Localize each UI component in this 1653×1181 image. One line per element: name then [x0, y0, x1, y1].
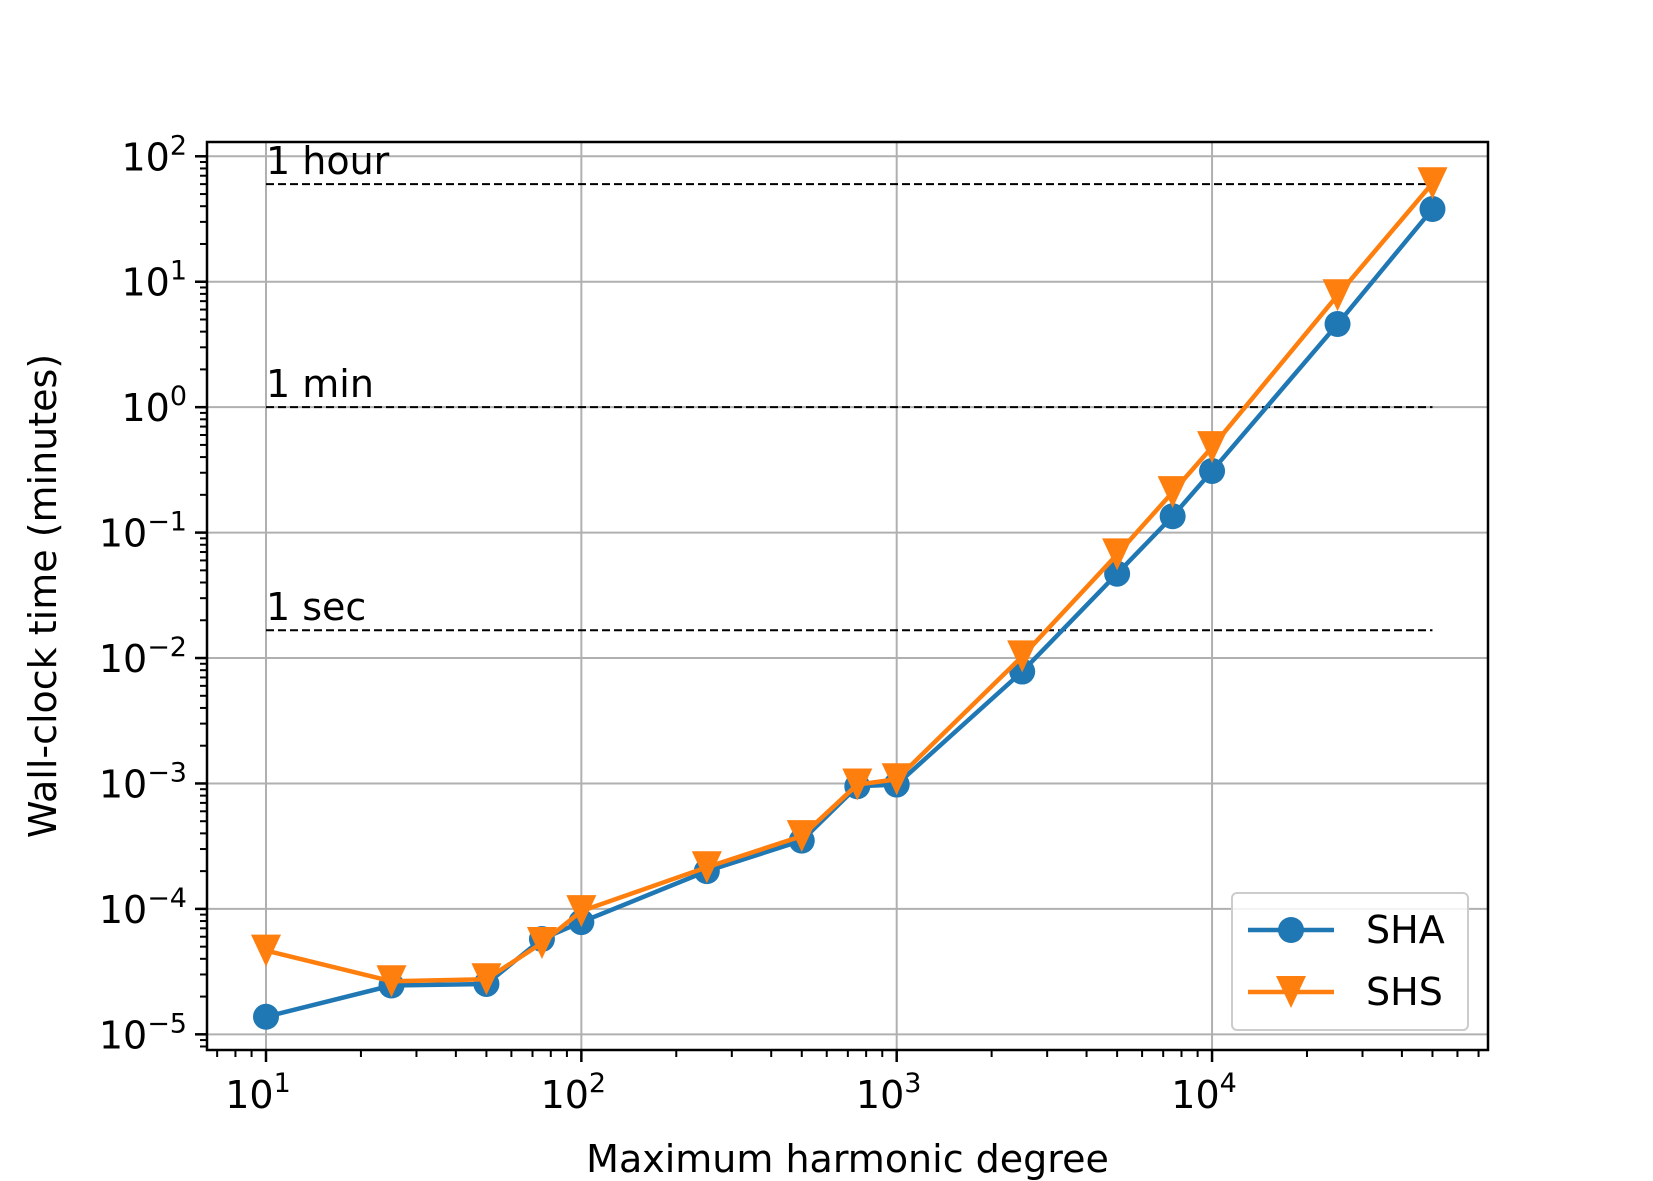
x-tick-label: 102	[541, 1068, 607, 1117]
y-tick-exponent: 1	[170, 256, 187, 287]
data-point	[1197, 431, 1228, 464]
x-tick-label: 101	[225, 1068, 291, 1117]
axis-labels: 101 102 103 10410−510−410−310−210−110010110…	[21, 130, 1237, 1181]
y-tick-exponent: −3	[147, 757, 187, 788]
y-tick-label: 10−2	[99, 632, 187, 681]
y-tick-label: 10−4	[99, 883, 187, 932]
legend-marker	[1278, 917, 1304, 943]
y-tick-label: 10−5	[99, 1008, 187, 1057]
data-point	[1007, 640, 1038, 673]
data-point	[786, 820, 817, 853]
data-point	[250, 934, 281, 967]
y-tick-base: 10	[99, 1013, 147, 1057]
y-tick-base: 10	[121, 261, 169, 305]
y-tick-label: 10−1	[99, 507, 187, 556]
x-tick-base: 10	[541, 1073, 589, 1117]
x-tick-exponent: 3	[904, 1068, 921, 1099]
y-tick-exponent: −5	[147, 1008, 187, 1039]
data-point	[691, 851, 722, 884]
y-tick-exponent: −1	[147, 507, 187, 538]
data-point	[566, 895, 597, 928]
y-tick-exponent: −2	[147, 632, 187, 663]
x-tick-base: 10	[856, 1073, 904, 1117]
y-tick-label: 100	[121, 381, 187, 430]
data-point	[1199, 457, 1226, 484]
data-point	[1419, 196, 1446, 223]
data-point	[526, 926, 557, 959]
data-point	[471, 963, 502, 996]
x-tick-base: 10	[225, 1073, 273, 1117]
y-tick-base: 10	[99, 512, 147, 556]
y-tick-exponent: 2	[170, 130, 187, 161]
y-tick-base: 10	[99, 888, 147, 932]
x-tick-base: 10	[1171, 1073, 1219, 1117]
x-tick-label: 104	[1171, 1068, 1237, 1117]
y-tick-base: 10	[121, 386, 169, 430]
y-tick-label: 101	[121, 256, 187, 305]
y-tick-exponent: −4	[147, 883, 187, 914]
series-line	[265, 181, 1435, 984]
legend: SHA SHS	[1231, 892, 1469, 1031]
y-tick-base: 10	[121, 135, 169, 179]
y-tick-base: 10	[99, 762, 147, 806]
legend-marker	[1276, 976, 1306, 1008]
data-point	[252, 1003, 279, 1030]
axis-ticks	[195, 155, 1480, 1062]
reference-line-label: 1 min	[266, 362, 374, 406]
data-point	[1102, 538, 1133, 571]
data-series	[250, 167, 1448, 1030]
data-point	[1104, 560, 1131, 587]
data-point	[1324, 311, 1351, 338]
x-axis-title: Maximum harmonic degree	[586, 1137, 1109, 1181]
data-point	[842, 768, 873, 801]
x-tick-label: 103	[856, 1068, 922, 1117]
x-tick-exponent: 4	[1220, 1068, 1237, 1099]
reference-line-label: 1 hour	[266, 139, 390, 183]
data-point	[1417, 167, 1448, 200]
y-tick-base: 10	[99, 637, 147, 681]
legend-label: SHS	[1366, 970, 1443, 1014]
y-tick-exponent: 0	[170, 381, 187, 412]
data-point	[881, 763, 912, 796]
reference-line-label: 1 sec	[266, 585, 366, 629]
legend-label: SHA	[1366, 908, 1445, 952]
data-point	[376, 965, 407, 998]
data-point	[1157, 476, 1188, 509]
y-tick-label: 102	[121, 130, 187, 179]
y-tick-label: 10−3	[99, 757, 187, 806]
y-axis-title: Wall-clock time (minutes)	[21, 354, 65, 838]
x-tick-exponent: 2	[589, 1068, 606, 1099]
data-point	[1159, 503, 1186, 530]
reference-lines: 1 hour 1 min 1 sec	[265, 139, 1433, 632]
x-tick-exponent: 1	[274, 1068, 291, 1099]
data-point	[1322, 279, 1353, 312]
